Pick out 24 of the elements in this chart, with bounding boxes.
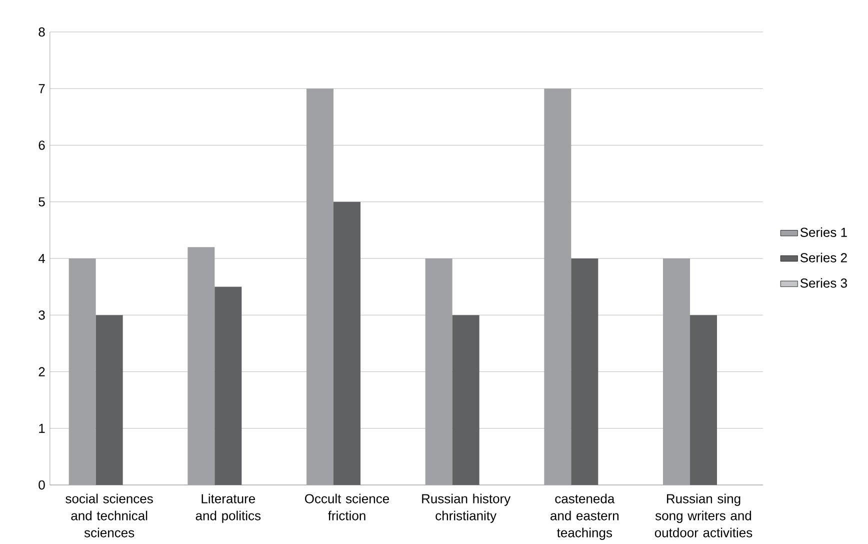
- y-tick-label: 3: [38, 310, 45, 320]
- x-tick-label: casteneda and eastern teachings: [550, 494, 618, 540]
- y-tick-label: 0: [38, 480, 45, 490]
- bar: [333, 202, 360, 485]
- bar: [96, 314, 123, 485]
- y-tick-label: 1: [39, 424, 45, 433]
- y-tick-label: 4: [38, 254, 46, 263]
- bar: [690, 314, 717, 485]
- legend-label: Series 2: [800, 252, 847, 262]
- bar: [452, 314, 480, 485]
- y-tick-label: 5: [38, 197, 45, 206]
- x-tick-label: Literature and politics: [196, 494, 261, 523]
- y-tick-label: 7: [38, 84, 45, 93]
- legend-label: Series 1: [800, 227, 847, 237]
- y-tick-label: 6: [38, 140, 45, 150]
- y-tick-label: 2: [38, 367, 45, 376]
- x-tick-label: Occult science friction: [304, 494, 390, 520]
- x-tick-label: Russian sing song writers and outdoor activities: [654, 494, 752, 538]
- y-tick-label: 8: [38, 27, 45, 36]
- bar: [571, 258, 598, 485]
- x-tick-label: Russian history christianity: [422, 494, 511, 523]
- bar: [214, 286, 242, 485]
- legend-label: Series 3: [800, 278, 847, 288]
- x-tick-label: social sciences and technical sciences: [66, 494, 153, 538]
